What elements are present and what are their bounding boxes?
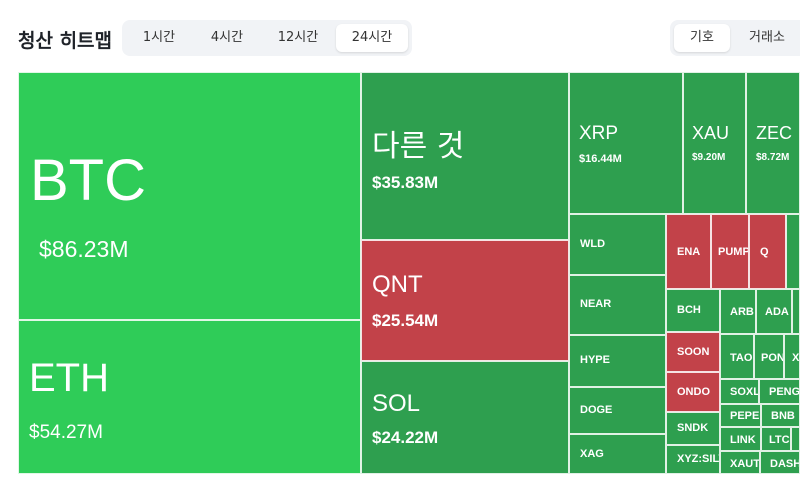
tile-doge[interactable]: DOGE (569, 387, 666, 434)
tile-eth[interactable]: ETH $54.27M (18, 320, 361, 474)
tile-symbol: QNT (372, 271, 423, 298)
tile-symbol: TAO (730, 352, 753, 364)
tile-symbol: SNDK (677, 422, 709, 434)
tile-qnt[interactable]: QNT $25.54M (361, 240, 569, 361)
tab-4h[interactable]: 4시간 (210, 30, 244, 45)
tile-value: $54.27M (29, 422, 103, 443)
tile-symbol: ONDO (677, 386, 710, 398)
tile-symbol: ARB (730, 306, 754, 318)
tile-btc[interactable]: BTC $86.23M (18, 72, 361, 320)
tile-link[interactable]: LINK (720, 427, 761, 451)
tile-sol[interactable]: SOL $24.22M (361, 361, 569, 474)
tile-wld[interactable]: WLD (569, 214, 666, 275)
tile-value: $86.23M (39, 236, 129, 262)
tile-other[interactable]: 다른 것 $35.83M (361, 72, 569, 240)
tile-symbol: XAG (580, 448, 604, 460)
tile-symbol: SOON (677, 346, 710, 358)
tile-symbol: DASH (770, 458, 800, 470)
tile-bch[interactable]: BCH (666, 289, 720, 332)
tile-symbol: HYPE (580, 354, 610, 366)
tile-symbol: NEAR (580, 298, 612, 310)
tile-ponke[interactable]: PONKE (754, 334, 784, 379)
tile-pump[interactable]: PUMP (711, 214, 749, 289)
tile-unlabeled[interactable] (792, 289, 800, 334)
tile-value: $25.54M (372, 311, 439, 330)
tile-symbol: XAUT (730, 458, 760, 470)
tile-xyz-silver[interactable]: XYZ:SILVER (666, 445, 720, 474)
tile-ena[interactable]: ENA (666, 214, 711, 289)
tile-zec[interactable]: ZEC $8.72M (746, 72, 800, 214)
tile-unlabeled[interactable] (791, 427, 800, 451)
tile-symbol: SOXL (730, 386, 759, 398)
liquidation-heatmap: BTC $86.23M ETH $54.27M 다른 것 $35.83M QNT… (18, 72, 800, 482)
tile-xag[interactable]: XAG (569, 434, 666, 474)
tile-symbol: DOGE (580, 404, 613, 416)
tile-value: $24.22M (372, 428, 439, 447)
tile-q[interactable]: Q (749, 214, 786, 289)
tile-symbol: PUMP (718, 246, 749, 258)
tile-value: $16.44M (579, 153, 622, 165)
tile-symbol: 다른 것 (372, 129, 465, 164)
tile-symbol: ENA (677, 246, 701, 258)
tab-1h[interactable]: 1시간 (142, 30, 176, 45)
tile-bnb[interactable]: BNB (761, 404, 800, 427)
tile-value: $8.72M (756, 152, 790, 163)
tile-unlabeled[interactable] (786, 214, 800, 289)
tile-xaut[interactable]: XAUT (720, 451, 760, 474)
tile-hype[interactable]: HYPE (569, 335, 666, 387)
tile-symbol: LINK (730, 434, 756, 446)
tile-symbol: BNB (771, 410, 795, 422)
tile-soxl[interactable]: SOXL (720, 379, 759, 404)
view-mode-tabs: 기호 거래소 (670, 20, 800, 56)
tile-symbol: SOL (372, 390, 421, 417)
tile-dash[interactable]: DASH (760, 451, 800, 474)
tile-symbol: Q (760, 246, 769, 258)
tile-symbol: ZEC (756, 123, 792, 143)
tile-xrp[interactable]: XRP $16.44M (569, 72, 683, 214)
tile-tao[interactable]: TAO (720, 334, 754, 379)
tab-12h[interactable]: 12시간 (277, 30, 319, 45)
tile-soon[interactable]: SOON (666, 332, 720, 372)
tile-symbol: XAU (692, 123, 730, 143)
tile-symbol: PEPE (730, 410, 760, 422)
tile-symbol: PONKE (761, 352, 783, 364)
tile-symbol: X (792, 352, 800, 364)
tile-near[interactable]: NEAR (569, 275, 666, 335)
tile-pengu[interactable]: PENGU (759, 379, 800, 404)
tile-arb[interactable]: ARB (720, 289, 756, 334)
tile-x[interactable]: X (784, 334, 800, 379)
time-range-tabs: 1시간 4시간 12시간 24시간 (122, 20, 412, 56)
tile-sndk[interactable]: SNDK (666, 412, 720, 445)
tile-symbol: WLD (580, 238, 606, 250)
tile-symbol: BTC (30, 148, 146, 213)
tab-symbol[interactable]: 기호 (674, 24, 730, 52)
tile-ondo[interactable]: ONDO (666, 372, 720, 412)
tile-ltc[interactable]: LTC (761, 427, 791, 451)
tile-ada[interactable]: ADA (756, 289, 792, 334)
tile-value: $35.83M (372, 173, 439, 192)
tab-exchange[interactable]: 거래소 (749, 30, 785, 45)
tile-symbol: XYZ:SILVER (677, 453, 719, 465)
tile-symbol: LTC (769, 434, 790, 446)
tile-symbol: ADA (765, 306, 789, 318)
tile-symbol: ETH (29, 356, 109, 400)
tile-symbol: PENGU (769, 386, 800, 398)
page-title: 청산 히트맵 (18, 30, 113, 52)
tile-symbol: BCH (677, 304, 701, 316)
tile-xau[interactable]: XAU $9.20M (683, 72, 746, 214)
tab-24h[interactable]: 24시간 (336, 24, 408, 52)
tile-value: $9.20M (692, 152, 726, 163)
tile-pepe[interactable]: PEPE (720, 404, 761, 427)
tile-symbol: XRP (579, 123, 619, 144)
